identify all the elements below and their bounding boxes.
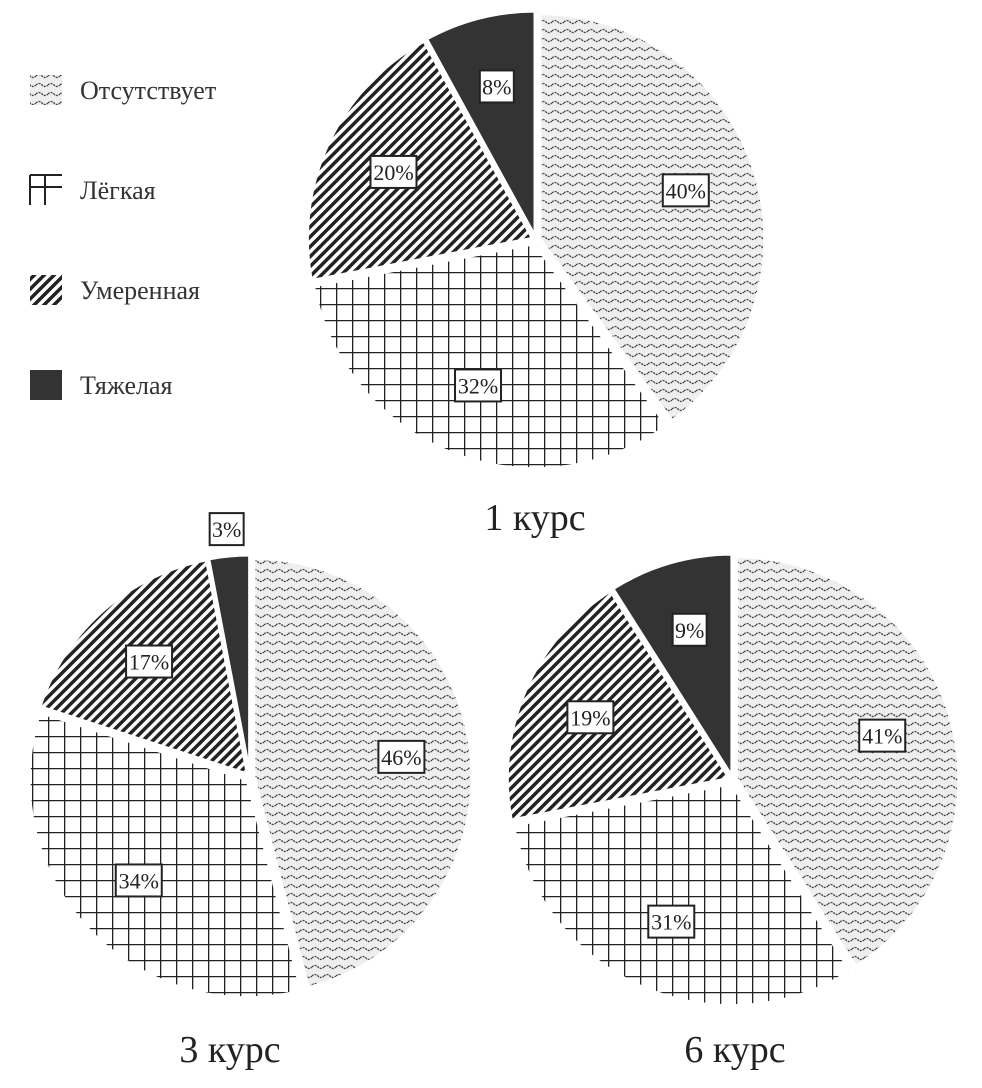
data-label: 19% bbox=[570, 705, 610, 730]
pie-slice-grid bbox=[511, 782, 853, 1008]
data-label: 9% bbox=[675, 618, 704, 643]
legend-icon-wave bbox=[30, 75, 62, 105]
data-label-box bbox=[114, 863, 163, 898]
pie-slice-wave bbox=[538, 12, 767, 423]
data-label: 31% bbox=[651, 910, 691, 935]
data-label-box bbox=[566, 700, 615, 735]
data-label-box bbox=[671, 612, 708, 647]
pie-slice-wave bbox=[735, 555, 961, 969]
pie-slice-grid bbox=[311, 242, 669, 471]
pie-slice-wave bbox=[252, 556, 474, 990]
data-label-box bbox=[478, 69, 515, 104]
pie-title: 3 курс bbox=[179, 1029, 280, 1071]
pie-1: 40% 32% 20% 8% 1 курс bbox=[305, 9, 767, 539]
data-label: 3% bbox=[212, 517, 241, 542]
pie-slice-solid bbox=[610, 552, 734, 782]
legend-icon-grid bbox=[29, 174, 62, 205]
pie-slice-diagonal bbox=[505, 588, 732, 822]
pie-slice-solid bbox=[207, 553, 252, 774]
legend-label: Лёгкая bbox=[80, 176, 156, 205]
legend-icon-diagonal bbox=[30, 275, 62, 305]
legend-icon-solid bbox=[30, 370, 62, 400]
data-label: 46% bbox=[381, 745, 421, 770]
legend-label: Отсутствует bbox=[80, 76, 216, 105]
data-label: 34% bbox=[119, 868, 159, 893]
legend-label: Умеренная bbox=[80, 276, 200, 305]
pie-slice-grid bbox=[27, 710, 304, 1000]
pie-slice-diagonal bbox=[305, 39, 535, 283]
data-label-box bbox=[208, 512, 245, 547]
data-label-box bbox=[858, 718, 907, 753]
data-label-box bbox=[125, 644, 174, 679]
data-label-box bbox=[377, 739, 426, 774]
data-label-box bbox=[661, 173, 710, 208]
data-label-box bbox=[369, 154, 418, 189]
data-label: 32% bbox=[458, 373, 498, 398]
pie-2: 46% 34% 17% 3% 3 курс bbox=[27, 512, 474, 1071]
data-label: 41% bbox=[862, 724, 902, 749]
pie-3: 41% 31% 19% 9% 6 курс bbox=[505, 552, 961, 1071]
legend-label: Тяжелая bbox=[80, 371, 173, 400]
data-label: 40% bbox=[666, 178, 706, 203]
legend: Отсутствует Лёгкая Умеренная Тяжелая bbox=[29, 75, 216, 400]
pie-title: 6 курс bbox=[684, 1029, 785, 1071]
data-label-box bbox=[454, 368, 503, 403]
data-label: 20% bbox=[373, 160, 413, 185]
data-label: 8% bbox=[482, 74, 511, 99]
data-label-box bbox=[647, 904, 696, 939]
pie-title: 1 курс bbox=[484, 497, 585, 539]
data-label: 17% bbox=[129, 650, 169, 675]
pie-slice-solid bbox=[424, 9, 537, 237]
